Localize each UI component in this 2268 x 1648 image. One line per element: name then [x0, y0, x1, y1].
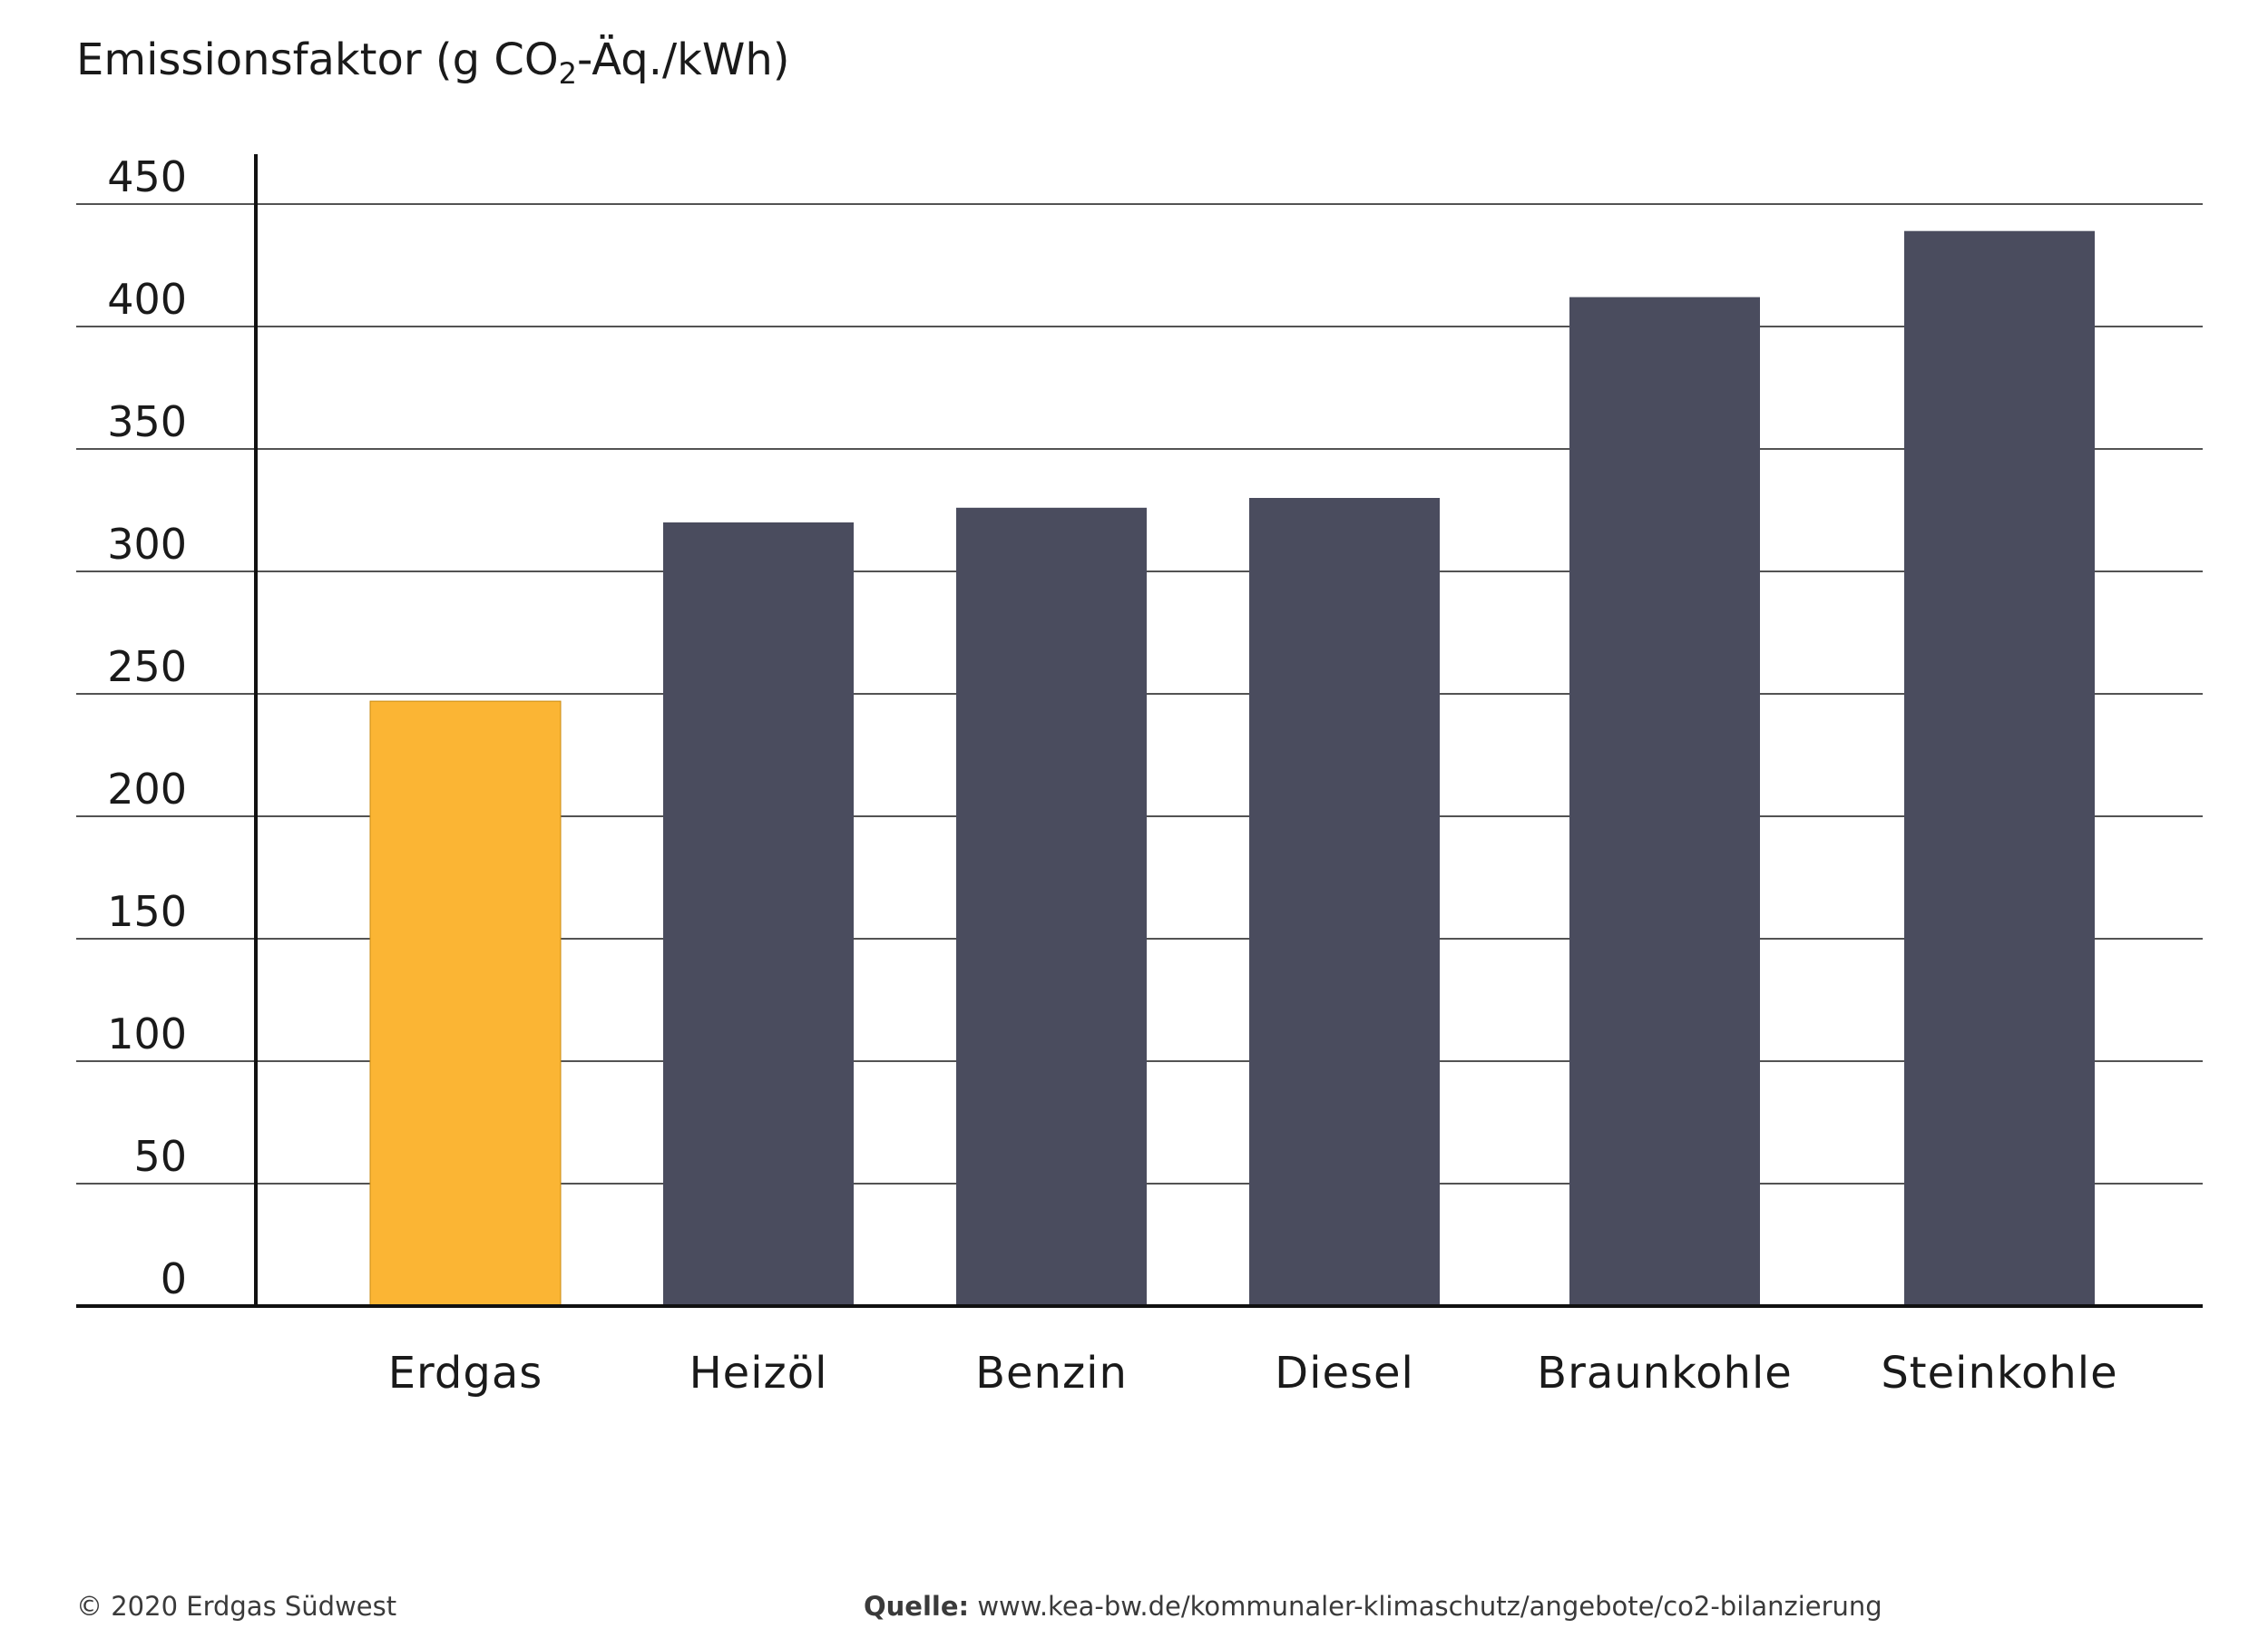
bar-steinkohle [1904, 230, 2095, 1307]
source-url: www.kea-bw.de/kommunaler-klimaschutz/ang… [977, 1591, 1882, 1622]
category-label-erdgas: Erdgas [388, 1348, 543, 1399]
source-label: Quelle: [864, 1591, 970, 1622]
y-tick-label-150: 150 [107, 887, 187, 936]
y-tick-label-100: 100 [107, 1009, 187, 1058]
y-axis-title-subscript: 2 [559, 56, 577, 91]
category-label-diesel: Diesel [1275, 1348, 1414, 1399]
y-tick-label-50: 50 [133, 1132, 187, 1181]
y-tick-label-450: 450 [107, 152, 187, 201]
bar-heiz-l [663, 522, 854, 1306]
category-label-heiz-l: Heizöl [689, 1348, 828, 1399]
y-tick-labels: 0 50 100 150 200 250 300 350 400 450 [107, 152, 187, 1303]
y-axis-title: Emissionsfaktor (g CO2-Äq./kWh) [76, 34, 790, 91]
bar-diesel [1249, 498, 1440, 1306]
y-tick-label-200: 200 [107, 765, 187, 814]
y-tick-label-300: 300 [107, 520, 187, 569]
bars [369, 230, 2095, 1307]
category-label-braunkohle: Braunkohle [1537, 1348, 1793, 1399]
bar-braunkohle [1569, 297, 1760, 1307]
axes [76, 154, 2203, 1308]
category-labels: Erdgas Heizöl Benzin Diesel Braunkohle Steink… [388, 1348, 2117, 1399]
y-tick-label-350: 350 [107, 397, 187, 446]
y-tick-label-250: 250 [107, 642, 187, 691]
bar-benzin [956, 507, 1147, 1306]
bar-erdgas [369, 700, 562, 1307]
category-label-steinkohle: Steinkohle [1881, 1348, 2117, 1399]
y-tick-label-400: 400 [107, 275, 187, 324]
y-tick-label-0: 0 [161, 1254, 187, 1303]
source-note: Quelle: www.kea-bw.de/kommunaler-klimasc… [864, 1591, 1882, 1622]
category-label-benzin: Benzin [975, 1348, 1128, 1399]
copyright-note: © 2020 Erdgas Südwest [76, 1591, 397, 1622]
